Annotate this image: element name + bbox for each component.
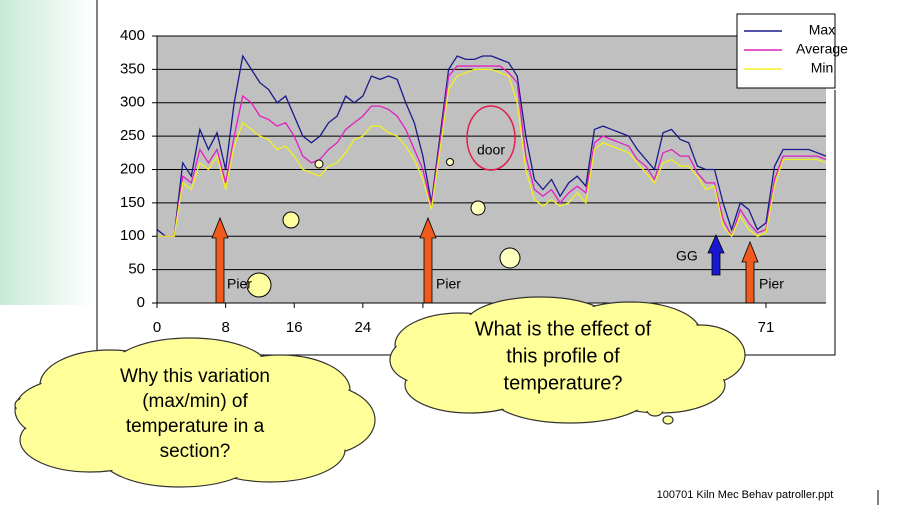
x-tick-label: 16 <box>286 319 303 336</box>
x-tick-label: 71 <box>758 319 775 336</box>
legend-box <box>736 13 836 89</box>
arrows <box>211 216 759 304</box>
series-line <box>157 68 827 238</box>
callout-text: temperature in a <box>126 416 265 437</box>
annotation: door <box>477 142 505 158</box>
legend-label: Average <box>796 41 848 57</box>
callout-text: (max/min) of <box>142 391 248 412</box>
annotation: GG <box>676 248 698 264</box>
annotation: Pier <box>227 276 252 292</box>
callout-text: Why this variation <box>120 366 270 387</box>
callout-text: this profile of <box>506 345 620 367</box>
cloud-puff <box>662 415 674 425</box>
y-tick-label: 250 <box>120 127 145 144</box>
series-line <box>156 54 827 237</box>
side-decoration <box>0 0 95 305</box>
legend-label: Min <box>811 60 834 76</box>
cloud-fill <box>61 365 319 459</box>
y-tick-label: 150 <box>120 194 145 211</box>
y-tick-label: 100 <box>120 227 145 244</box>
callout-cloud <box>14 337 376 488</box>
y-tick-label: 50 <box>128 261 145 278</box>
y-tick-label: 350 <box>120 60 145 77</box>
callout-cloud <box>389 296 746 425</box>
y-tick-label: 300 <box>120 94 145 111</box>
annotation: Pier <box>759 276 784 292</box>
x-tick-label: 0 <box>153 319 161 336</box>
annotation: Pier <box>436 276 461 292</box>
series-line <box>157 65 827 238</box>
callout-text: What is the effect of <box>475 318 652 340</box>
markers <box>246 105 521 298</box>
callout-text: section? <box>160 441 231 462</box>
footer: 100701 Kiln Mec Behav patroller.ppt <box>657 489 834 501</box>
legend-label: Max <box>809 22 835 38</box>
x-tick-label: 8 <box>221 319 229 336</box>
callout-text: temperature? <box>504 372 623 394</box>
x-tick-label: 24 <box>355 319 372 336</box>
y-tick-label: 0 <box>137 294 145 311</box>
y-tick-label: 200 <box>120 160 145 177</box>
cloud-fill <box>436 326 694 394</box>
y-tick-label: 400 <box>120 27 145 44</box>
